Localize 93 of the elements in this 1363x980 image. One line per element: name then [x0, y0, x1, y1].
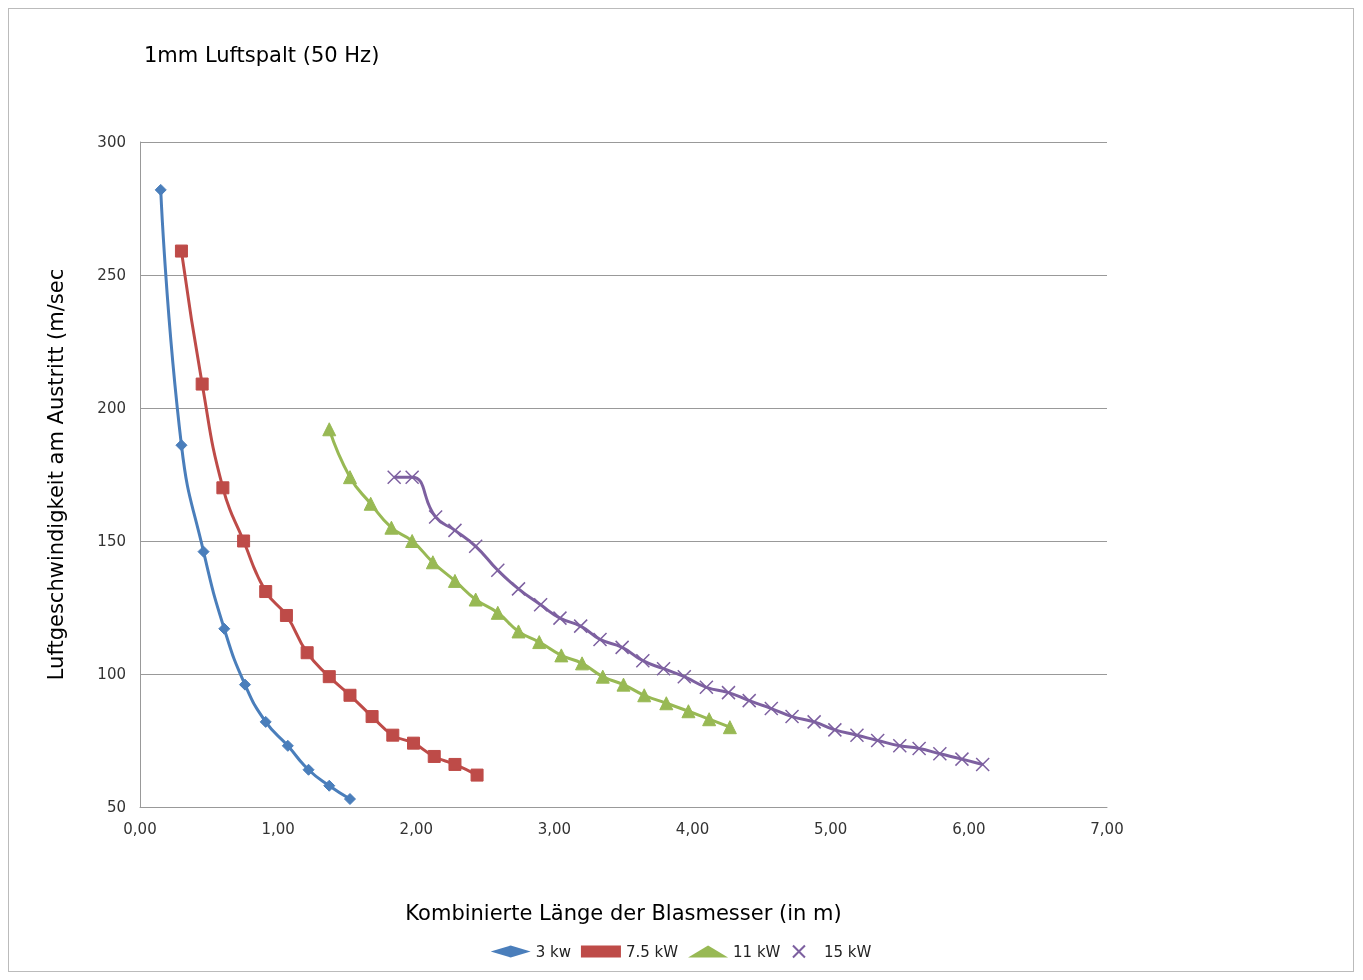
point [592, 632, 608, 647]
point [659, 696, 674, 711]
point [573, 618, 588, 634]
x-tick-label: 0,00 [123, 819, 157, 838]
point [975, 757, 990, 772]
point [259, 585, 273, 599]
point [552, 610, 568, 626]
point [279, 608, 293, 622]
point [302, 763, 315, 776]
point [218, 622, 231, 635]
point [827, 722, 843, 738]
point [322, 670, 336, 684]
x-tick-label: 2,00 [399, 819, 433, 838]
point [448, 757, 462, 771]
point [174, 244, 188, 258]
y-tick-label: 150 [97, 532, 126, 550]
point [511, 581, 526, 597]
y-tick-label: 200 [97, 399, 126, 417]
point [741, 693, 757, 708]
x-axis-title: Kombinierte Länge der Blasmesser (in m) [405, 900, 842, 925]
point [533, 597, 548, 613]
point [238, 678, 251, 691]
point [447, 523, 463, 538]
point [175, 439, 188, 452]
point [428, 509, 443, 525]
point [849, 727, 865, 743]
x-tick-label: 7,00 [1090, 819, 1124, 838]
point [635, 653, 651, 668]
point [386, 469, 402, 485]
point [702, 712, 717, 727]
chart-title: 1mm Luftspalt (50 Hz) [144, 42, 380, 67]
x-tick-label: 6,00 [952, 819, 986, 838]
point [681, 704, 696, 719]
point [384, 520, 399, 535]
point [195, 377, 209, 391]
point [343, 688, 357, 702]
point [468, 592, 483, 607]
point [656, 661, 671, 676]
point [322, 422, 337, 437]
point [699, 680, 714, 695]
point [154, 183, 167, 196]
x-tick-label: 1,00 [261, 819, 295, 838]
point [386, 728, 400, 742]
point [616, 677, 631, 692]
point [259, 715, 272, 728]
point [595, 669, 610, 684]
point [197, 545, 210, 558]
point [300, 646, 314, 660]
point [932, 746, 948, 762]
point [323, 779, 336, 792]
y-tick-label: 100 [97, 665, 126, 683]
point [490, 605, 505, 620]
legend-label: 15 kW [823, 942, 872, 961]
point [614, 640, 630, 655]
point [404, 469, 420, 485]
point [281, 739, 294, 752]
point [425, 555, 440, 570]
point [237, 534, 251, 548]
point [342, 470, 357, 485]
legend-label: 7.5 kW [625, 942, 679, 961]
point [806, 714, 822, 730]
point [722, 720, 737, 735]
y-tick-label: 50 [106, 798, 126, 816]
x-tick-label: 4,00 [675, 819, 710, 838]
point [365, 710, 379, 724]
point [447, 573, 462, 588]
point [554, 648, 569, 663]
y-axis-title: Luftgeschwindigkeit am Austritt (m/sec [43, 268, 68, 681]
point [532, 635, 547, 650]
point [677, 669, 692, 684]
point [216, 481, 230, 495]
point [575, 656, 590, 671]
point [892, 738, 908, 754]
point [343, 793, 356, 806]
y-tick-label: 250 [97, 266, 126, 284]
point [405, 534, 420, 548]
point [470, 768, 484, 782]
point [954, 751, 970, 767]
x-tick-label: 5,00 [814, 819, 848, 838]
legend-label: 3 kw [535, 942, 571, 961]
legend-label: 11 kW [733, 942, 781, 961]
point [407, 736, 421, 750]
y-tick-label: 300 [97, 133, 126, 151]
point [870, 733, 885, 748]
point [427, 749, 441, 763]
point [784, 709, 800, 724]
point [511, 624, 526, 639]
point [721, 685, 736, 700]
point [764, 701, 779, 716]
point [363, 496, 378, 511]
point [911, 741, 927, 756]
point [637, 688, 652, 703]
x-tick-label: 3,00 [537, 819, 572, 838]
